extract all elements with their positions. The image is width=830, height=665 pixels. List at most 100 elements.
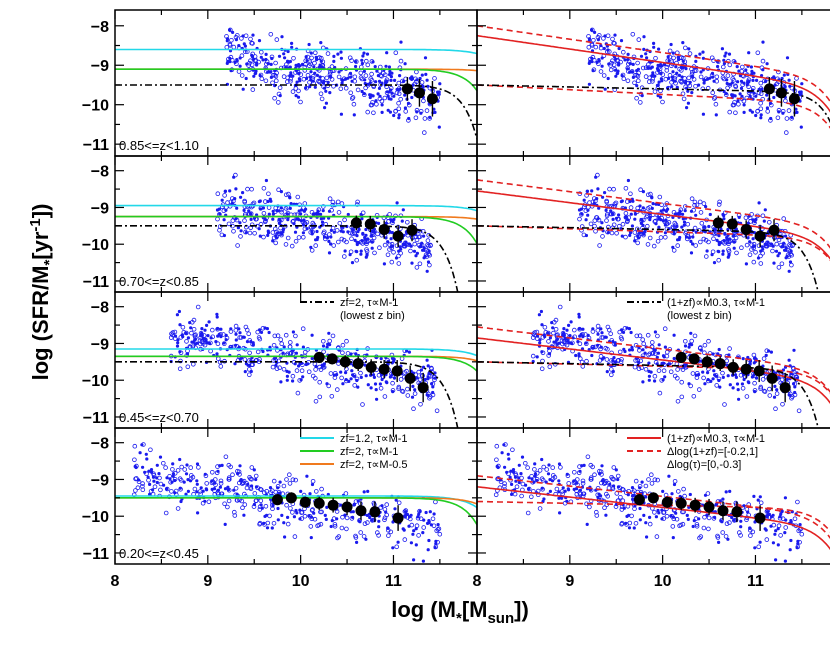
data-point [652, 41, 656, 46]
data-point [682, 223, 686, 227]
data-point [213, 481, 217, 485]
data-point [413, 388, 417, 392]
data-point [787, 242, 792, 248]
data-point [632, 230, 638, 235]
data-point [682, 338, 688, 344]
data-point [345, 351, 351, 356]
data-point [579, 332, 583, 336]
data-point [226, 221, 232, 227]
data-point [797, 539, 802, 545]
data-point [608, 331, 613, 337]
data-point [332, 54, 336, 59]
data-point [295, 80, 299, 84]
data-point [645, 192, 651, 198]
data-point [309, 536, 313, 540]
data-point [757, 201, 761, 205]
data-point [421, 365, 426, 369]
data-point [774, 558, 778, 562]
data-point [223, 487, 228, 491]
median-point [701, 356, 713, 368]
data-point [262, 521, 266, 526]
data-point [391, 546, 395, 550]
data-point [645, 206, 651, 211]
data-point [217, 228, 222, 233]
median-point [740, 224, 752, 236]
data-point [381, 215, 387, 221]
y-tick-label: −9 [91, 200, 109, 217]
data-point [716, 64, 720, 69]
data-point [276, 506, 280, 511]
data-point [169, 331, 174, 337]
data-point [671, 536, 675, 540]
data-point [364, 241, 369, 247]
data-point [565, 472, 569, 476]
data-point [557, 479, 561, 483]
data-point [606, 49, 612, 54]
data-point [423, 56, 428, 60]
data-point [776, 107, 782, 113]
data-point [283, 62, 289, 67]
data-point [430, 516, 436, 522]
data-point [762, 219, 766, 223]
data-point [771, 244, 775, 248]
data-point [616, 485, 621, 489]
data-point [233, 197, 237, 201]
data-point [215, 490, 221, 496]
data-point [751, 237, 755, 241]
data-point [329, 242, 333, 246]
data-point [310, 333, 314, 337]
data-point [532, 480, 536, 484]
curve-cyan [115, 348, 477, 357]
data-point [409, 541, 413, 545]
data-point [389, 237, 393, 241]
data-point [248, 36, 253, 42]
data-point [744, 517, 749, 523]
data-point [694, 213, 698, 217]
data-point [692, 225, 698, 231]
data-point [595, 323, 601, 329]
data-point [672, 76, 678, 81]
data-point [784, 518, 788, 522]
data-point [285, 212, 289, 216]
data-point [642, 47, 646, 52]
data-point [319, 212, 323, 216]
data-point [714, 383, 719, 388]
data-point [352, 113, 356, 117]
data-point [799, 92, 803, 96]
data-point [560, 496, 564, 500]
data-point [714, 78, 719, 84]
data-point [494, 443, 500, 449]
data-point [331, 516, 337, 521]
data-point [218, 464, 222, 468]
data-point [678, 207, 684, 213]
data-point [264, 57, 268, 62]
data-point [426, 548, 430, 552]
data-point [579, 207, 584, 211]
scatter-points [131, 27, 805, 563]
legend-entry: (1+zf)∝M0.3, τ∝M-1 [667, 297, 765, 309]
data-point [706, 371, 710, 375]
data-point [339, 112, 343, 116]
data-point [620, 234, 624, 238]
data-point [312, 65, 316, 69]
data-point [281, 351, 285, 355]
data-point [341, 254, 347, 259]
data-point [271, 239, 275, 243]
data-point [241, 87, 245, 91]
data-point [300, 208, 304, 212]
data-point [223, 454, 229, 460]
data-point [238, 464, 242, 468]
data-point [750, 529, 756, 535]
data-point [359, 249, 363, 253]
data-point [615, 473, 621, 479]
data-point [776, 543, 780, 547]
data-point [403, 62, 407, 66]
data-point [170, 480, 174, 484]
data-point [290, 41, 294, 46]
data-point [796, 408, 802, 414]
data-point [202, 342, 208, 348]
data-point [396, 106, 402, 112]
median-point [703, 501, 715, 513]
data-point [239, 53, 245, 58]
data-point [287, 340, 293, 345]
